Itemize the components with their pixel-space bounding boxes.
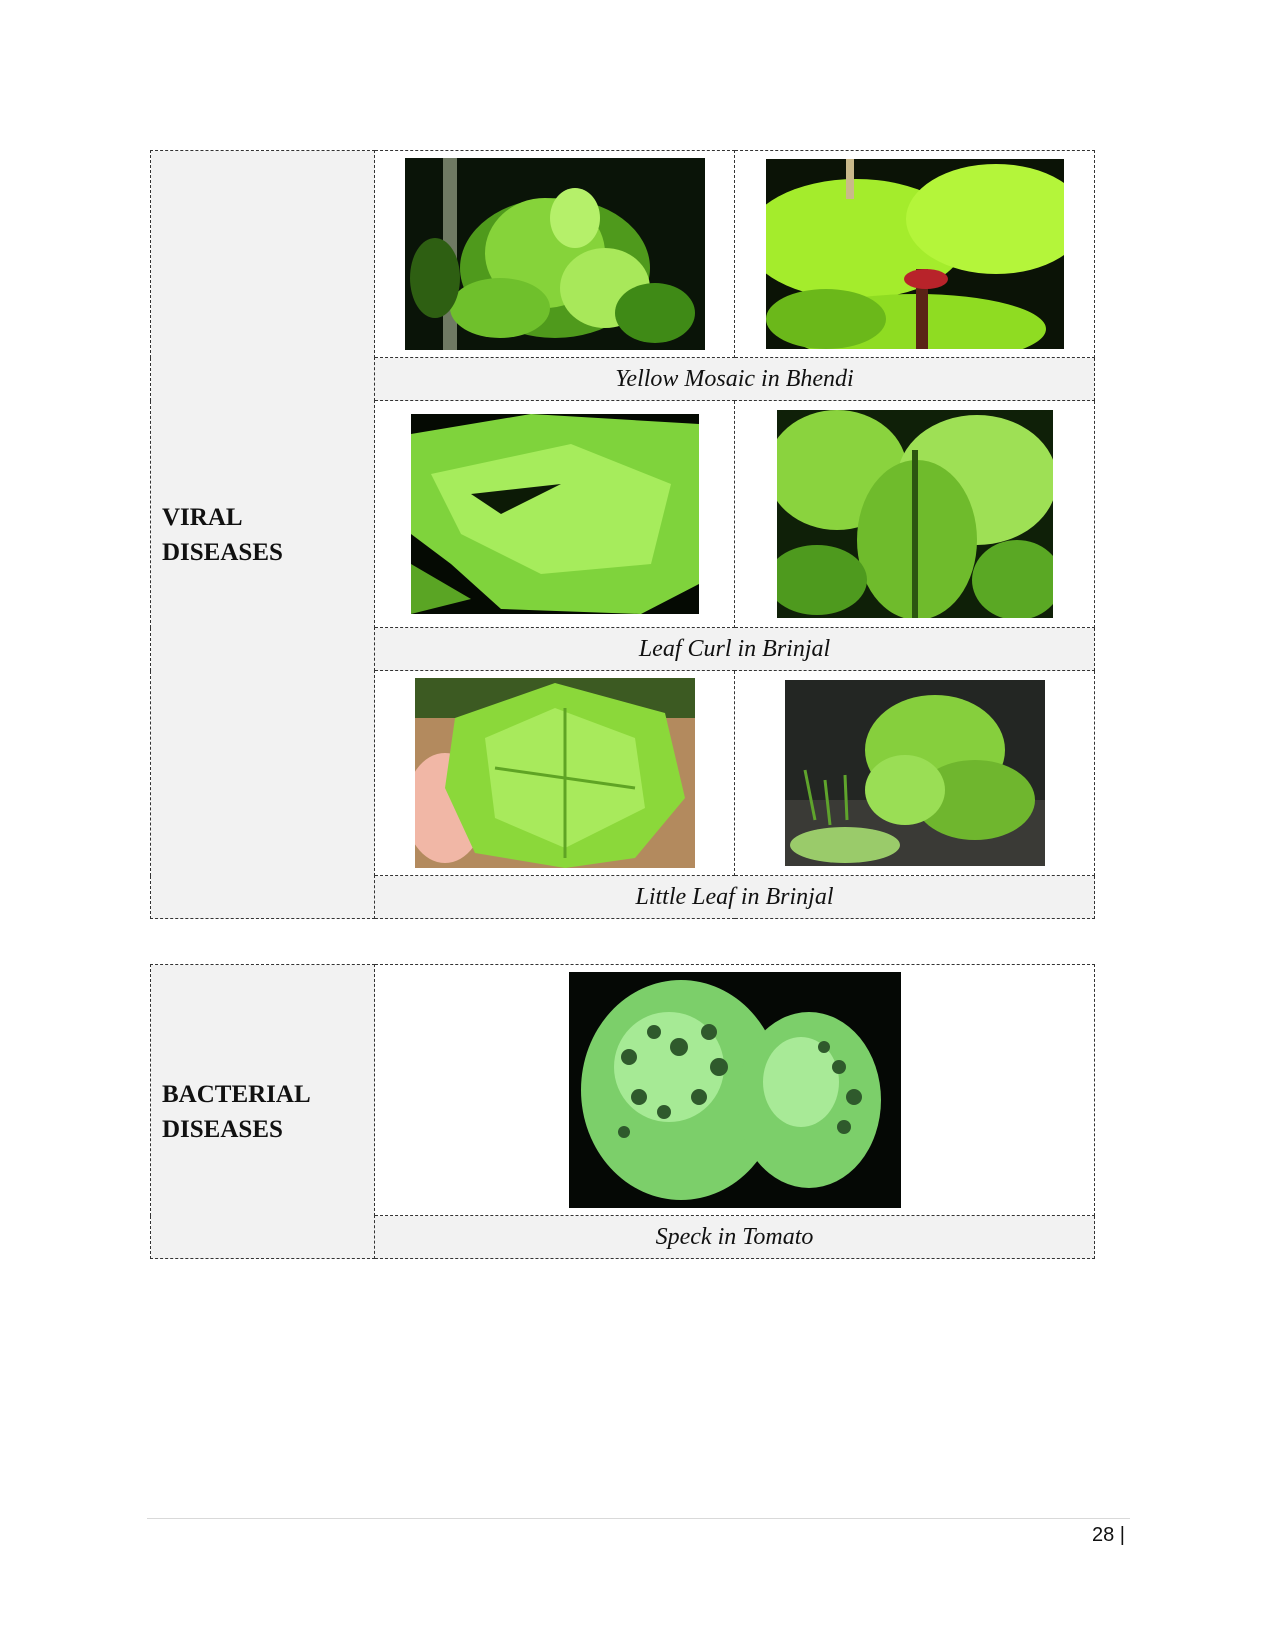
leaf-curl-caption: Leaf Curl in Brinjal (374, 627, 1095, 671)
brinjal-little-leaf-photo-2 (784, 680, 1045, 866)
brinjal-little-leaf-photo-1 (414, 678, 695, 868)
viral-photo-cell (374, 670, 735, 876)
bacterial-category-cell: BACTERIAL DISEASES (150, 964, 375, 1259)
viral-category-cell: VIRAL DISEASES (150, 150, 375, 919)
brinjal-leaf-curl-photo-1 (410, 414, 699, 614)
viral-category-label: VIRAL DISEASES (162, 503, 283, 566)
viral-photo-cell (734, 670, 1095, 876)
speck-tomato-caption: Speck in Tomato (374, 1215, 1095, 1259)
bhendi-mosaic-photo-1 (404, 158, 705, 350)
viral-photo-cell (734, 150, 1095, 358)
tomato-speck-photo (568, 972, 901, 1208)
yellow-mosaic-caption: Yellow Mosaic in Bhendi (374, 357, 1095, 401)
little-leaf-caption: Little Leaf in Brinjal (374, 875, 1095, 919)
bacterial-photo-cell (374, 964, 1095, 1216)
page-number: 28 | (1092, 1524, 1125, 1546)
viral-diseases-table: VIRAL DISEASES (150, 150, 1095, 919)
viral-photo-cell (374, 150, 735, 358)
bacterial-category-label: BACTERIAL DISEASES (162, 1080, 311, 1143)
brinjal-leaf-curl-photo-2 (776, 410, 1053, 618)
viral-photo-cell (374, 400, 735, 628)
bhendi-mosaic-photo-2 (765, 159, 1064, 349)
footer-divider (147, 1518, 1130, 1519)
bacterial-diseases-table: BACTERIAL DISEASES (150, 964, 1095, 1259)
viral-photo-cell (734, 400, 1095, 628)
